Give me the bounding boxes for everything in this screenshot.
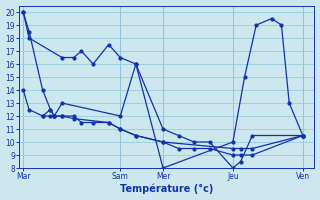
X-axis label: Température (°c): Température (°c) — [120, 184, 213, 194]
